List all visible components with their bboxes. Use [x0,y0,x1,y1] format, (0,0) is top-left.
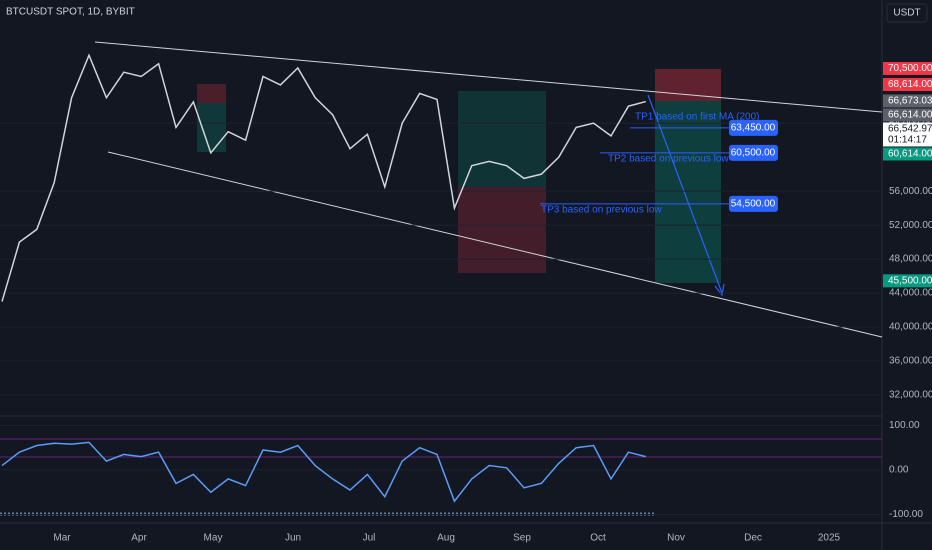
arrow-head [714,283,725,297]
annotation-text: TP2 based on previous low [608,154,729,165]
x-tick-label: Jun [285,533,301,544]
x-tick-label: Dec [744,533,762,544]
y-tick-label: 100.00 [889,420,920,431]
x-tick-label: May [204,533,223,544]
annotation-text: TP1 based on first MA (200) [635,111,760,122]
countdown: 01:14:17 [888,135,927,146]
currency-label[interactable]: USDT [893,8,920,19]
y-tick-label: 0.00 [889,465,909,476]
y-tick-label: 32,000.00 [889,390,932,401]
x-tick-label: Sep [513,533,531,544]
y-tick-label: 36,000.00 [889,356,932,367]
price-badge-text: 68,614.00 [888,79,932,90]
level-badge-text: 54,500.00 [731,199,776,210]
price-badge [883,122,932,147]
x-tick-label: Aug [437,533,455,544]
target-zone [655,101,721,283]
trend-line [94,41,883,113]
price-badge [883,147,932,161]
x-tick-label: Apr [131,533,147,544]
x-tick-label: Mar [53,533,71,544]
symbol-title: BTCUSDT SPOT, 1D, BYBIT [6,7,135,18]
stop-zone [197,84,226,103]
price-badge-text: 66,542.97 [888,124,932,135]
price-badge [883,274,932,288]
level-badge-text: 63,450.00 [731,122,776,133]
price-badge-text: 70,500.00 [888,63,932,74]
trend-line [107,151,883,338]
x-tick-label: 2025 [818,533,841,544]
price-badge-text: 60,614.00 [888,149,932,160]
annotation-text: TP3 based on previous low [541,205,662,216]
price-badge-text: 66,614.00 [888,110,932,121]
y-tick-label: 56,000.00 [889,186,932,197]
y-tick-label: 44,000.00 [889,288,932,299]
currency-button[interactable] [886,3,928,23]
price-badge [883,108,932,122]
y-tick-label: 48,000.00 [889,254,932,265]
level-badge [729,119,778,136]
level-badge [729,144,778,161]
price-badge [883,77,932,91]
price-badge [883,61,932,75]
price-line [1,53,646,302]
price-badge-text: 45,500.00 [888,275,932,286]
target-zone [458,91,546,187]
stop-zone [458,187,546,273]
price-badge [883,94,932,108]
level-badge-text: 60,500.00 [731,148,776,159]
y-tick-label: 52,000.00 [889,220,932,231]
y-tick-label: -100.00 [889,509,923,520]
oscillator-line [1,441,646,503]
price-badge-text: 66,673.03 [888,96,932,107]
x-tick-label: Jul [363,533,376,544]
y-tick-label: 40,000.00 [889,322,932,333]
x-tick-label: Nov [667,533,685,544]
x-tick-label: Oct [590,533,606,544]
stop-zone [655,69,721,101]
level-badge [729,195,778,212]
